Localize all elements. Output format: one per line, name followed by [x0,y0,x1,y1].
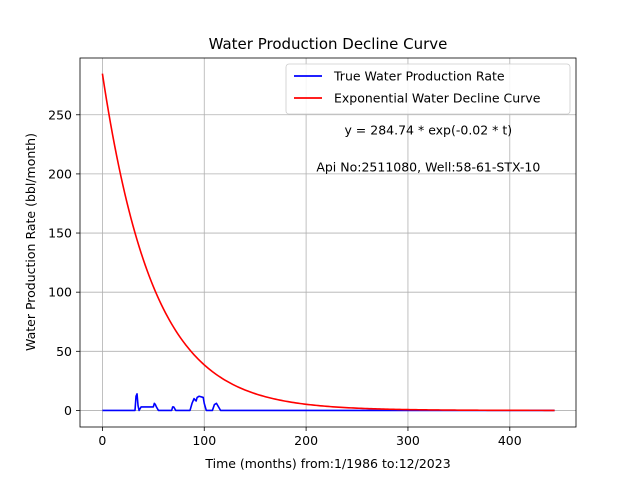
legend-box [285,63,571,115]
series-line-true-rate [102,393,555,412]
well-info-annotation: Api No:2511080, Well:58-61-STX-10 [316,159,540,174]
legend-label-exponential-curve: Exponential Water Decline Curve [334,91,541,106]
x-tick-label: 100 [192,433,216,448]
chart-title: Water Production Decline Curve [209,35,448,53]
y-tick-label: 50 [56,344,72,359]
plot-series [101,73,555,412]
y-tick-label: 250 [48,107,72,122]
y-tick-label: 100 [48,285,72,300]
x-tick-label: 300 [396,433,420,448]
annotations: y = 284.74 * exp(-0.02 * t) Api No:251108… [316,123,540,175]
legend: True Water Production Rate Exponential W… [285,63,571,115]
x-axis-label: Time (months) from:1/1986 to:12/2023 [204,456,450,471]
y-tick-label: 150 [48,226,72,241]
x-tick-label: 0 [98,433,106,448]
y-tick-label: 200 [48,166,72,181]
x-tick-label: 400 [498,433,522,448]
grid-lines [80,58,576,427]
axis-ticks: 0 100 200 300 400 0 50 100 150 200 250 [48,107,522,448]
y-axis-label: Water Production Rate (bbl/month) [23,133,38,351]
equation-annotation: y = 284.74 * exp(-0.02 * t) [344,123,512,138]
y-tick-label: 0 [64,403,72,418]
x-tick-label: 200 [294,433,318,448]
series-line-exponential-curve [101,73,555,412]
legend-label-true-rate: True Water Production Rate [333,69,505,84]
plot-frame [79,57,577,428]
